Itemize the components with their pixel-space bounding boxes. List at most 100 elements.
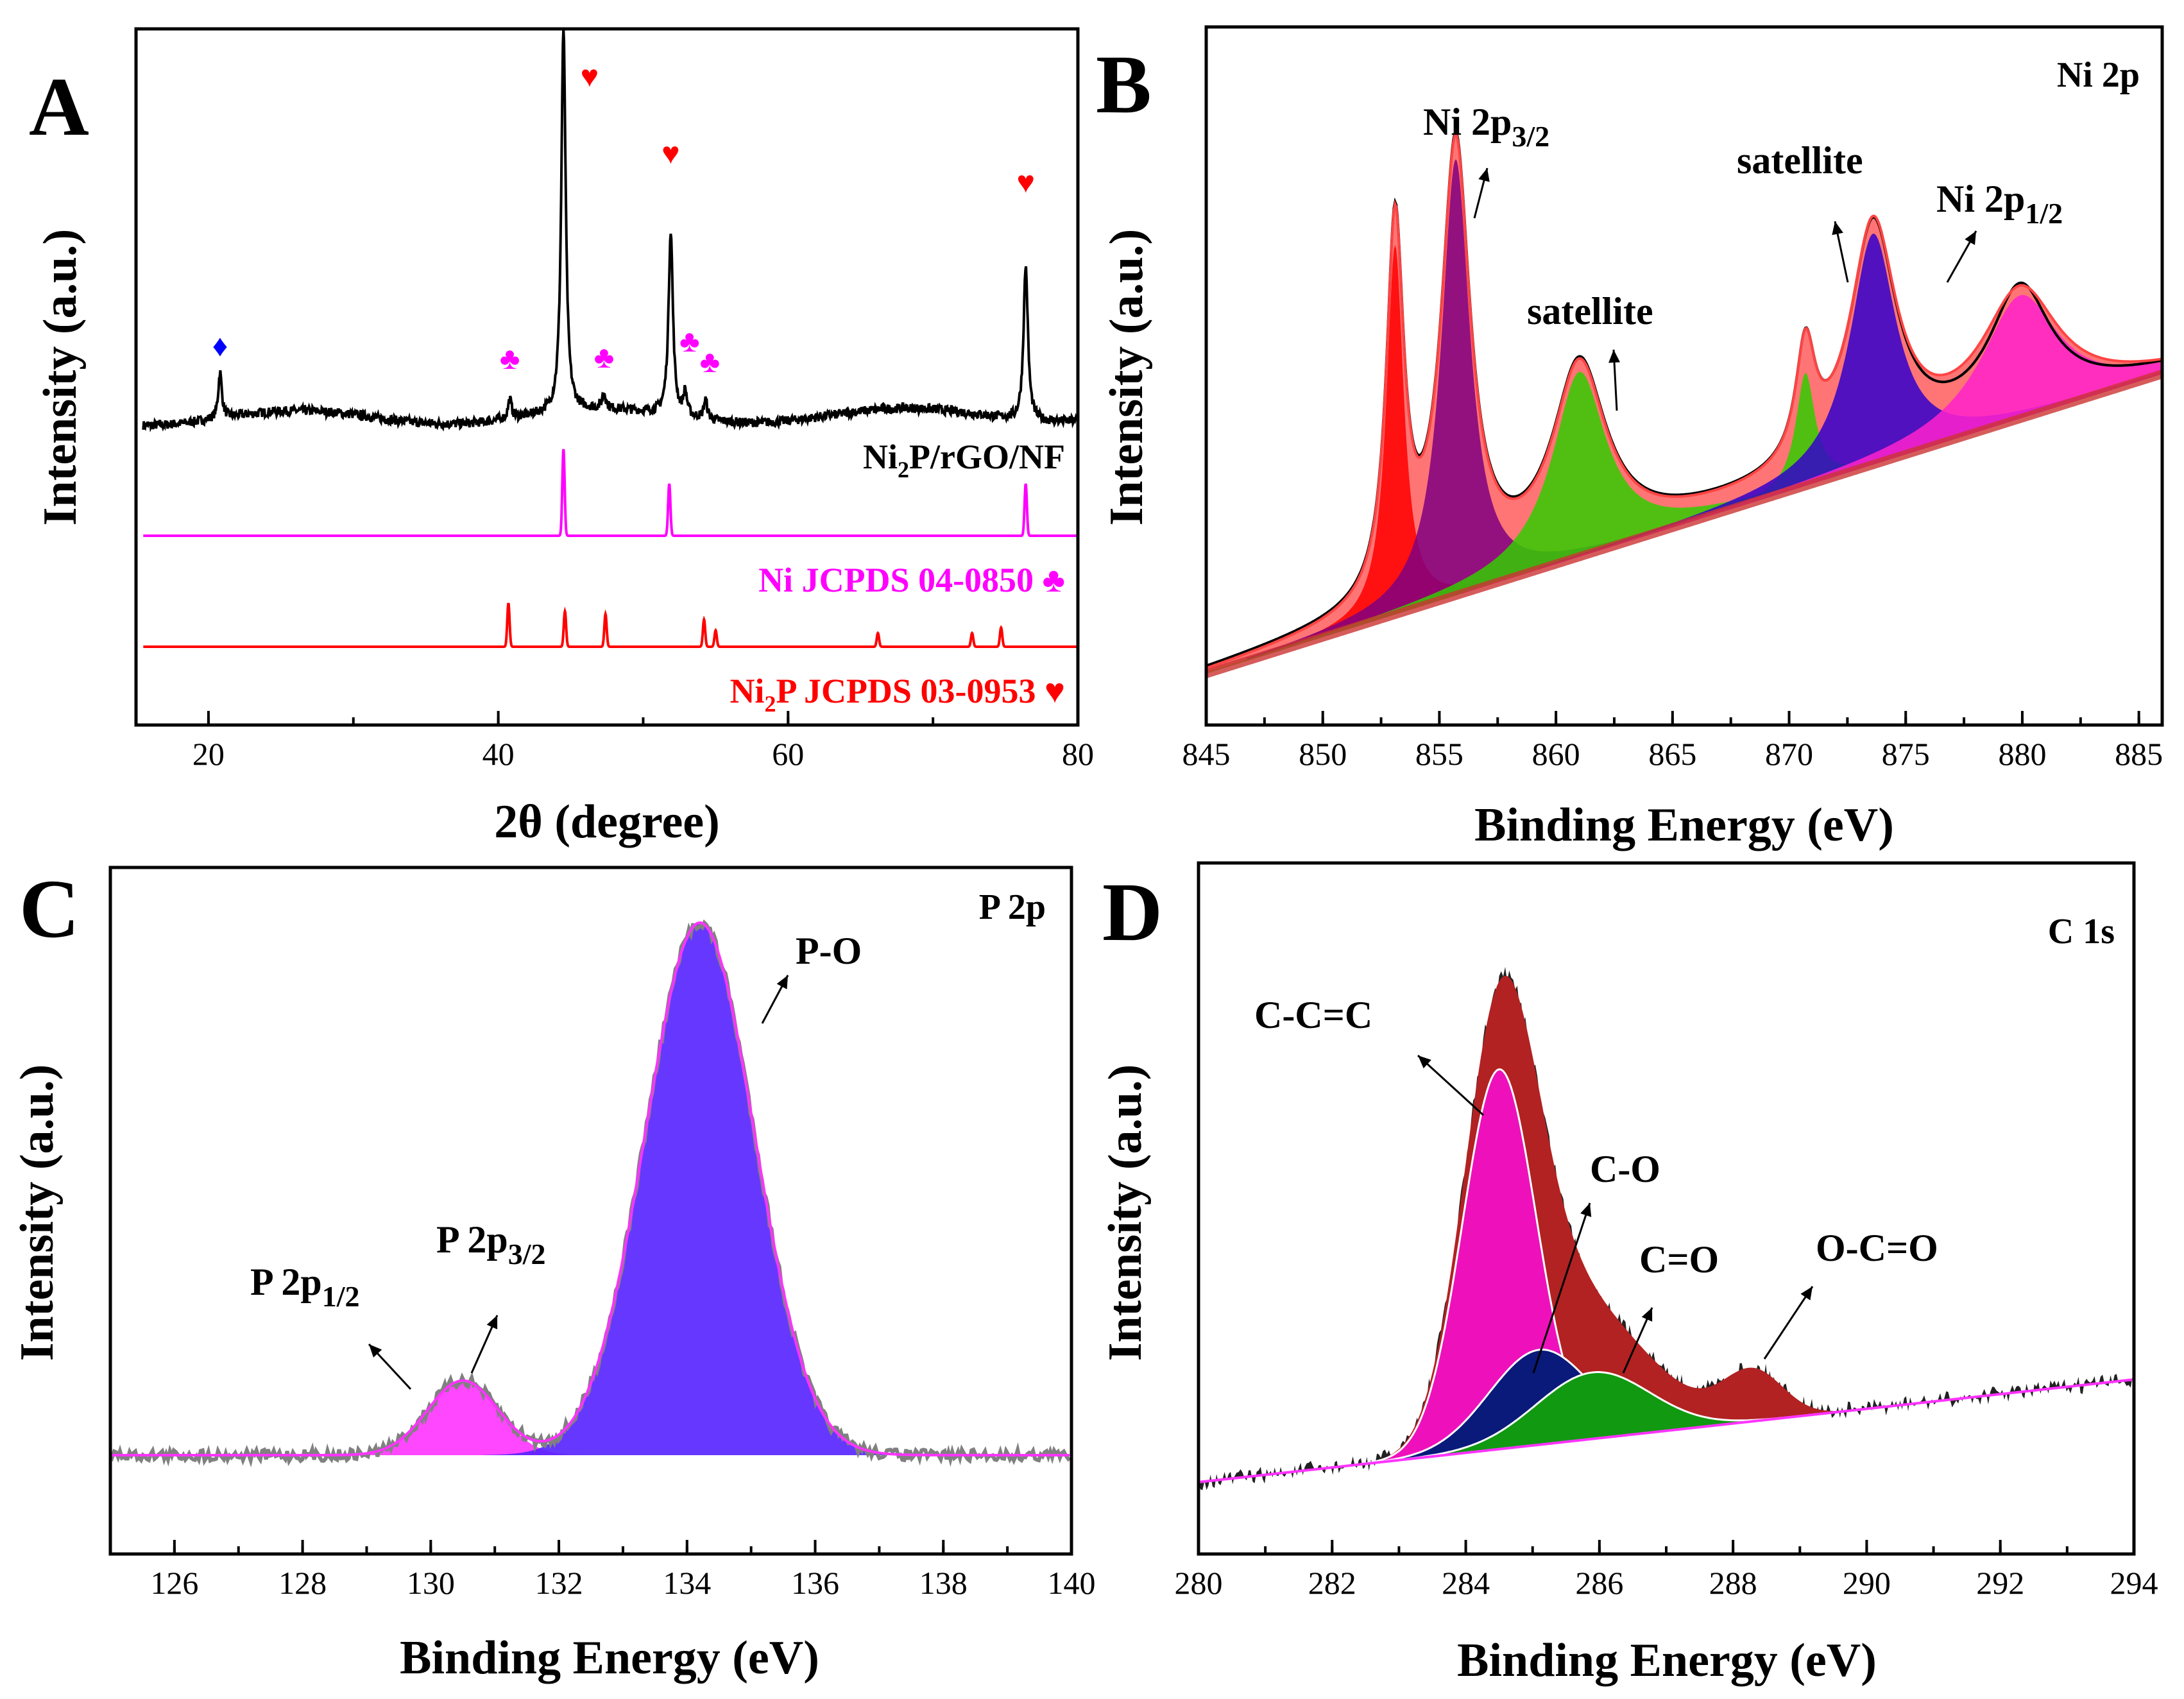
panel-d-x-axis-label: Binding Energy (eV): [1457, 1634, 1877, 1687]
panel-c-element-label: P 2p: [979, 887, 1046, 927]
arrow-shaft: [1532, 1202, 1591, 1374]
b-fit-line: [1206, 132, 2163, 670]
panel-d-tick-label: 280: [1175, 1565, 1223, 1601]
panel-c-plot: [108, 919, 1071, 1467]
panel-b-tick-label: 860: [1532, 736, 1580, 772]
panel-d-tick-label: 292: [1976, 1565, 2024, 1601]
c-peak2-main: P 2p: [436, 1218, 508, 1261]
panel-b-satellite1-label: satellite: [1527, 290, 1653, 332]
arrow-shaft: [1417, 1054, 1485, 1116]
a-peak-marker: ♣: [500, 342, 520, 376]
a-peak-marker: ♣: [700, 345, 721, 379]
arrow-head: [1418, 1055, 1431, 1069]
arrow-head: [1641, 1308, 1653, 1322]
arrow-head: [1478, 168, 1490, 182]
panel-b-y-axis-label: Intensity (a.u.): [1100, 229, 1153, 526]
arrow-head: [486, 1315, 498, 1329]
a-trace3-rest: P JCPDS 03-0953 ♥: [776, 672, 1065, 710]
panel-a-tick-label: 20: [192, 736, 225, 772]
panel-c-tick-label: 134: [663, 1565, 711, 1601]
d-baseline: [1198, 1378, 2133, 1483]
panel-d-tick-label: 286: [1575, 1565, 1623, 1601]
panel-d-element-label: C 1s: [2048, 912, 2115, 952]
arrow-head: [1965, 231, 1976, 245]
panel-c-tick-label: 128: [278, 1565, 327, 1601]
a-peak-marker: ♥: [661, 137, 680, 171]
panel-a-frame: [134, 27, 1080, 727]
panel-c-tick-label: 140: [1048, 1565, 1096, 1601]
a-peak-marker: ♦: [212, 329, 228, 363]
panel-b-tick-label: 865: [1648, 736, 1696, 772]
panel-c-frame: [108, 866, 1073, 1556]
c-peak-component: [483, 923, 916, 1455]
panel-a-x-axis-label: 2θ (degree): [494, 796, 720, 848]
panel-c-tick-label: 138: [919, 1565, 968, 1601]
panel-d-frame: [1197, 861, 2136, 1556]
panel-b-x-ticks: 845 850 855 860 865 870 875 880 885: [1182, 711, 2163, 772]
panel-d-y-axis-label: Intensity (a.u.): [1099, 1064, 1152, 1362]
a-ni2p-reference-line: [143, 602, 1078, 648]
b-peak1-sub: 3/2: [1512, 120, 1549, 153]
a-peak-marker: ♣: [594, 341, 615, 375]
panel-c-p2p12-label: P 2p1/2: [250, 1261, 360, 1313]
panel-d-tick-label: 284: [1442, 1565, 1490, 1601]
arrow-head: [1608, 350, 1621, 363]
panel-a-trace-ni2p-rgo-nf-label: Ni2P/rGO/NF: [863, 438, 1065, 482]
b-peak1-main: Ni 2p: [1423, 101, 1512, 143]
panel-c-x-axis-label: Binding Energy (eV): [400, 1632, 819, 1684]
b-peak-component: [1206, 371, 1971, 674]
b-peak-component: [1461, 295, 2162, 594]
panel-b-tick-label: 875: [1882, 736, 1930, 772]
annotation-arrows: [368, 167, 1977, 1390]
b-bg-clear: [1206, 374, 2162, 725]
panel-b-tick-label: 885: [2115, 736, 2163, 772]
a-trace3-sub: 2: [764, 691, 776, 717]
panel-d-x-ticks: 280 282 284 286 288 290 292 294: [1175, 1540, 2158, 1601]
panel-c-x-ticks: 126 128 130 132 134 136 138 140: [109, 1540, 1096, 1601]
panel-c-y-axis-label: Intensity (a.u.): [11, 1064, 64, 1362]
a-peak-marker: ♥: [1016, 166, 1035, 200]
arrow-head: [369, 1344, 382, 1358]
c-fit-line: [110, 921, 1070, 1456]
b-background-line: [1204, 370, 2164, 678]
b-peak-component: [1247, 159, 1666, 662]
panel-b-ni2p12-label: Ni 2p1/2: [1936, 178, 2063, 230]
arrow-head: [1800, 1286, 1813, 1301]
panel-d-ccc-label: C-C=C: [1254, 994, 1372, 1036]
panel-d-tick-label: 282: [1308, 1565, 1356, 1601]
panel-a-ni-jcpds-label: Ni JCPDS 04-0850 ♣: [758, 561, 1065, 599]
panel-b-tick-label: 855: [1415, 736, 1463, 772]
panel-b-satellite2-label: satellite: [1737, 139, 1863, 182]
panel-c-tick-label: 136: [791, 1565, 839, 1601]
panel-a-tick-label: 60: [772, 736, 804, 772]
arrow-head: [1580, 1203, 1592, 1217]
panel-b-tick-label: 845: [1182, 736, 1231, 772]
a-trace1-sub: 2: [898, 457, 909, 482]
c-peak1-sub: 1/2: [322, 1280, 360, 1313]
panel-d-letter: D: [1102, 866, 1163, 959]
a-trace1-main: Ni: [863, 438, 898, 476]
a-trace3-main: Ni: [729, 672, 764, 710]
arrow-head: [776, 975, 788, 989]
panel-b-frame: [1204, 25, 2164, 727]
panel-c-tick-label: 132: [535, 1565, 583, 1601]
a-peak-marker: ♥: [581, 60, 599, 94]
panel-b: B 845 850 855 860 865 870 875 880 885 Ni 2p Bind…: [1096, 25, 2164, 851]
panel-b-plot: [1204, 130, 2164, 725]
panel-d-occo-label: O-C=O: [1816, 1227, 1938, 1269]
b-peak-component: [1538, 234, 2162, 570]
panel-a-letter: A: [29, 61, 89, 153]
a-ni-reference-line: [143, 448, 1078, 537]
panel-b-letter: B: [1096, 38, 1152, 131]
b-peak-component: [1270, 244, 1521, 654]
panel-b-ni2p32-label: Ni 2p3/2: [1423, 101, 1549, 153]
c-peak-component: [321, 1380, 602, 1455]
d-envelope-fill: [1199, 975, 2133, 1482]
panel-d: D 280 282 284 286 288 290 292 294 C 1s Binding …: [1099, 861, 2158, 1687]
panel-a: A ♦ ♣ ♣ ♣♣♥♥♥ 20 40 60 80 2θ (degree) Intensit…: [29, 27, 1094, 848]
panel-c-tick-label: 126: [150, 1565, 198, 1601]
c-peak2-sub: 3/2: [508, 1238, 546, 1270]
panel-b-tick-label: 870: [1765, 736, 1813, 772]
a-trace1-rest: P/rGO/NF: [909, 438, 1065, 476]
